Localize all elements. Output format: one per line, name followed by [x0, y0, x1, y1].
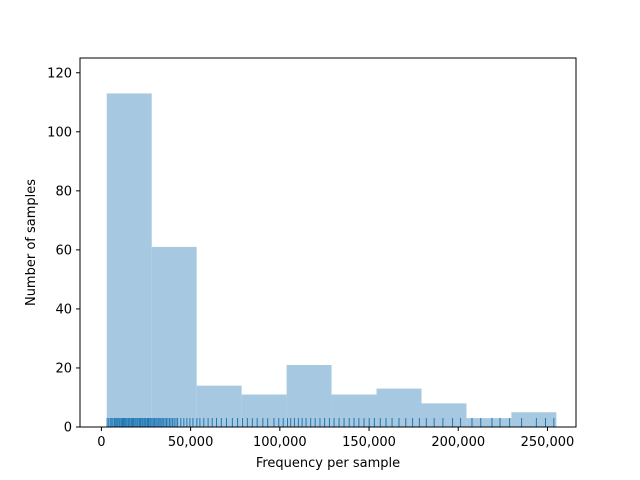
histogram-bar-2 [151, 246, 197, 427]
plot-frame [79, 57, 577, 428]
histogram-bar-5 [286, 365, 332, 427]
x-tick-label: 250,000 [521, 435, 575, 450]
x-tick-label: 200,000 [431, 435, 485, 450]
y-axis-label: Number of samples [24, 179, 39, 306]
histogram-bar-1 [106, 93, 152, 428]
histogram-bar-9 [466, 418, 512, 427]
histogram-bar-8 [421, 403, 467, 427]
y-tick-label: 120 [47, 66, 72, 81]
y-tick-label: 40 [55, 302, 72, 317]
y-axis: 0 20 40 60 80 100 120 [47, 66, 80, 436]
x-tick-label: 50,000 [168, 435, 214, 450]
x-tick-label: 0 [97, 435, 105, 450]
x-axis-label: Frequency per sample [256, 456, 400, 471]
y-tick-label: 100 [47, 125, 72, 140]
x-tick-label: 150,000 [342, 435, 396, 450]
y-tick-label: 80 [55, 184, 72, 199]
rug-layer [106, 418, 555, 427]
x-axis: 0 50,000 100,000 150,000 200,000 250,000 [97, 427, 574, 450]
x-tick-label: 100,000 [253, 435, 307, 450]
y-tick-label: 20 [55, 361, 72, 376]
histogram-bar-4 [241, 394, 287, 427]
y-tick-label: 0 [64, 421, 72, 436]
y-tick-label: 60 [55, 243, 72, 258]
histogram-bar-10 [511, 412, 557, 427]
